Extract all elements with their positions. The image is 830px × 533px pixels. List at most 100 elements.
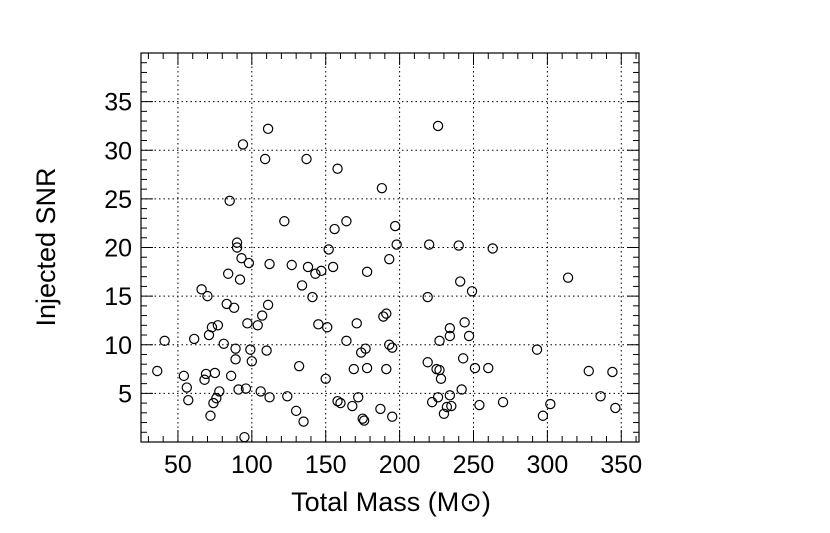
data-point [474,399,485,411]
data-point [152,365,163,377]
data-point [255,386,266,397]
x-tick-label: 300 [527,451,569,479]
x-axis-title: Total Mass (M⊙) [291,487,491,517]
y-tick-label: 30 [104,137,132,165]
y-tick-labels: 5 10 15 20 25 30 35 [104,89,132,409]
data-point [212,320,224,331]
data-point [214,386,225,397]
data-point [391,239,402,250]
data-point [361,362,373,374]
data-point [321,322,333,333]
data-point [446,400,457,412]
data-point [205,410,216,421]
data-point [459,317,470,328]
data-point [332,395,343,407]
y-tick-label: 10 [104,332,132,360]
data-point [351,318,362,329]
x-tick-label: 150 [305,451,347,479]
data-point [209,367,221,379]
data-point [245,344,256,355]
data-point [188,333,200,345]
data-point [375,403,386,415]
data-point [463,330,475,342]
data-point [456,384,467,395]
data-point [239,431,250,443]
data-point [562,272,574,283]
data-point [531,344,543,355]
data-point [422,291,433,303]
data-point [233,384,244,395]
data-point [358,415,370,426]
data-point [454,276,466,287]
data-point [261,345,272,356]
axis-ticks [141,52,639,443]
data-point [378,311,389,322]
data-point [423,239,435,250]
data-point [327,261,339,273]
data-points [152,120,621,443]
data-point [323,244,334,255]
data-point [483,362,494,374]
data-point [307,291,318,303]
data-point [335,397,346,409]
data-point [279,216,290,227]
data-point [332,163,343,174]
data-point [224,195,235,207]
data-point [341,335,352,347]
data-point [545,398,556,410]
data-point [347,400,358,412]
data-point [432,392,444,403]
data-point [225,370,237,382]
data-point [453,240,464,251]
data-point [361,266,373,278]
data-point [313,319,324,330]
data-point [231,237,243,248]
data-point [360,343,371,354]
data-point [183,394,194,406]
solar-mass-symbol: ⊙ [459,487,482,517]
y-tick-label: 25 [104,186,132,214]
data-point [178,370,190,382]
data-point [290,405,302,417]
data-point [444,390,456,401]
data-point [387,342,398,353]
data-point [222,268,234,279]
data-point [282,391,293,402]
data-point [237,139,249,150]
data-point [301,153,312,165]
data-point [466,286,478,297]
y-tick-label: 5 [118,380,132,408]
data-point [497,396,509,408]
data-point [296,280,308,291]
data-point [348,363,359,375]
data-point [381,363,392,375]
data-point [316,265,327,277]
data-point [181,382,193,393]
data-point [200,368,212,380]
data-point [218,338,229,349]
data-point [389,220,401,232]
data-point [435,373,447,384]
data-point [357,413,368,424]
data-point [434,335,445,347]
data-point [236,252,247,264]
y-tick-label: 15 [104,283,132,311]
data-point [286,259,297,271]
data-point [426,396,438,408]
data-point [384,253,395,265]
data-point [262,123,274,135]
data-point [381,308,392,319]
data-point [234,274,246,285]
data-point [293,360,305,372]
data-point [320,373,331,384]
data-point [199,374,210,385]
x-tick-label: 50 [164,451,192,479]
data-point [264,392,275,403]
data-point [230,343,241,354]
data-point [583,365,594,377]
x-tick-label: 200 [379,451,421,479]
data-point [432,120,444,132]
x-tick-labels: 50 100 150 200 250 300 350 [164,451,642,479]
data-point [246,356,258,367]
